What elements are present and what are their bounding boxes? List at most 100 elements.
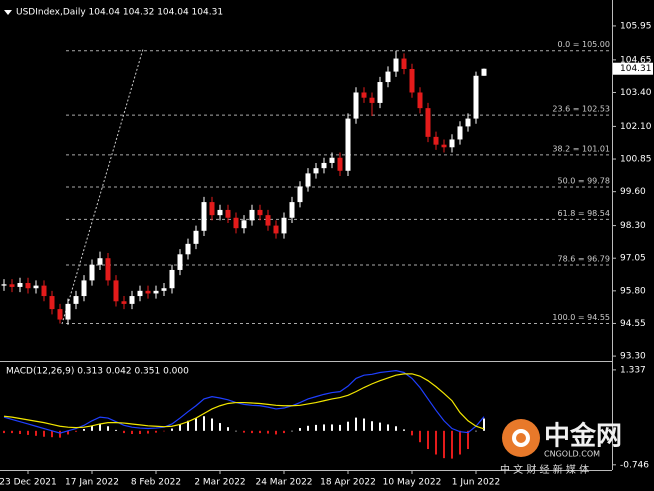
histogram-bar bbox=[11, 430, 13, 434]
candle-body bbox=[441, 144, 447, 148]
histogram-bar bbox=[291, 430, 293, 432]
histogram-bar bbox=[331, 424, 333, 431]
candle-body bbox=[161, 288, 167, 291]
last-price-box bbox=[613, 62, 653, 75]
histogram-bar bbox=[451, 430, 453, 459]
histogram-bar bbox=[411, 430, 413, 436]
candle-body bbox=[201, 202, 207, 231]
histogram-bar bbox=[275, 430, 277, 435]
fib-label: 38.2 = 101.01 bbox=[552, 144, 610, 153]
histogram-bar bbox=[19, 430, 21, 434]
histogram-bar bbox=[187, 420, 189, 431]
fib-label: 61.8 = 98.54 bbox=[557, 209, 610, 218]
histogram-bar bbox=[299, 428, 301, 431]
candle-body bbox=[249, 209, 255, 221]
candle-body bbox=[241, 220, 247, 229]
fib-label: 50.0 = 99.78 bbox=[557, 176, 610, 185]
candle-body bbox=[481, 68, 487, 76]
logo bbox=[516, 433, 526, 443]
histogram-bar bbox=[123, 430, 125, 434]
candle-body bbox=[265, 215, 271, 226]
candle-body bbox=[57, 309, 63, 320]
histogram-bar bbox=[147, 430, 149, 434]
candle-body bbox=[217, 209, 223, 216]
histogram-bar bbox=[379, 422, 381, 431]
histogram-bar bbox=[35, 430, 37, 436]
y-tick-label: 1.337 bbox=[620, 365, 646, 375]
candle-body bbox=[97, 258, 103, 265]
histogram-bar bbox=[27, 430, 29, 435]
x-tick-label: 24 Mar 2022 bbox=[255, 478, 312, 488]
candle-body bbox=[457, 126, 463, 140]
histogram-bar bbox=[203, 416, 205, 431]
histogram-bar bbox=[403, 429, 405, 431]
candle-body bbox=[89, 264, 95, 281]
candle-body bbox=[193, 230, 199, 244]
histogram-bar bbox=[75, 430, 77, 432]
candle-body bbox=[433, 136, 439, 145]
candle-body bbox=[1, 284, 7, 286]
histogram-bar bbox=[3, 430, 5, 434]
histogram-bar bbox=[387, 424, 389, 431]
histogram-bar bbox=[251, 430, 253, 434]
histogram-bar bbox=[307, 425, 309, 431]
histogram-bar bbox=[171, 428, 173, 431]
candle-body bbox=[305, 173, 311, 187]
y-tick-label: 97.05 bbox=[620, 254, 646, 264]
y-tick-label: 94.55 bbox=[620, 319, 646, 329]
macd-title: MACD(12,26,9) 0.313 0.042 0.351 0.000 bbox=[6, 367, 189, 377]
histogram-bar bbox=[227, 427, 229, 431]
candle-body bbox=[233, 217, 239, 229]
candle-body bbox=[209, 202, 215, 216]
candle-body bbox=[169, 269, 175, 289]
histogram-bar bbox=[371, 421, 373, 431]
collapse-icon bbox=[4, 10, 12, 15]
histogram-bar bbox=[483, 418, 485, 431]
macd-line bbox=[3, 373, 485, 430]
fib-label: 100.0 = 94.55 bbox=[552, 313, 610, 322]
candle-body bbox=[409, 68, 415, 93]
candle-body bbox=[257, 209, 263, 216]
histogram-bar bbox=[91, 425, 93, 431]
histogram-bar bbox=[99, 423, 101, 431]
x-tick-label: 18 Apr 2022 bbox=[320, 478, 376, 488]
histogram-bar bbox=[283, 430, 285, 434]
y-tick-label: 105.95 bbox=[620, 21, 652, 31]
candle-body bbox=[49, 296, 55, 310]
histogram-bar bbox=[107, 426, 109, 431]
histogram-bar bbox=[267, 430, 269, 434]
y-tick-label: 102.10 bbox=[620, 122, 652, 132]
candle-body bbox=[425, 108, 431, 137]
candle-body bbox=[473, 75, 479, 119]
candle-body bbox=[177, 254, 183, 270]
candle-body bbox=[273, 225, 279, 234]
histogram-bar bbox=[259, 430, 261, 434]
candle-body bbox=[353, 92, 359, 119]
candle-body bbox=[9, 284, 15, 287]
candle-body bbox=[297, 186, 303, 203]
last-price-label: 104.31 bbox=[620, 64, 652, 74]
candle-body bbox=[281, 217, 287, 234]
candle-body bbox=[345, 118, 351, 171]
histogram-bar bbox=[459, 430, 461, 455]
histogram-bar bbox=[419, 430, 421, 443]
candle-body bbox=[113, 280, 119, 302]
x-tick-label: 17 Jan 2022 bbox=[65, 478, 119, 488]
histogram-bar bbox=[59, 430, 61, 438]
x-tick-label: 8 Feb 2022 bbox=[131, 478, 181, 488]
x-tick-label: 2 Mar 2022 bbox=[194, 478, 245, 488]
candle-body bbox=[41, 285, 47, 297]
candle-body bbox=[25, 283, 31, 289]
candle-body bbox=[361, 92, 367, 98]
watermark: 中金网 CNGOLD.COM 中 文 财 经 新 媒 体 bbox=[500, 419, 622, 476]
y-tick-label: 103.40 bbox=[620, 88, 652, 98]
x-tick-label: 1 Jun 2022 bbox=[452, 478, 500, 488]
candle-body bbox=[401, 58, 407, 69]
candle-body bbox=[105, 258, 111, 281]
tagline: 中 文 财 经 新 媒 体 bbox=[500, 463, 589, 476]
candle-body bbox=[33, 285, 39, 289]
histogram-bar bbox=[115, 429, 117, 431]
candle-body bbox=[153, 290, 159, 294]
y-tick-label: 99.60 bbox=[620, 187, 646, 197]
y-tick-label: 100.85 bbox=[620, 155, 652, 165]
